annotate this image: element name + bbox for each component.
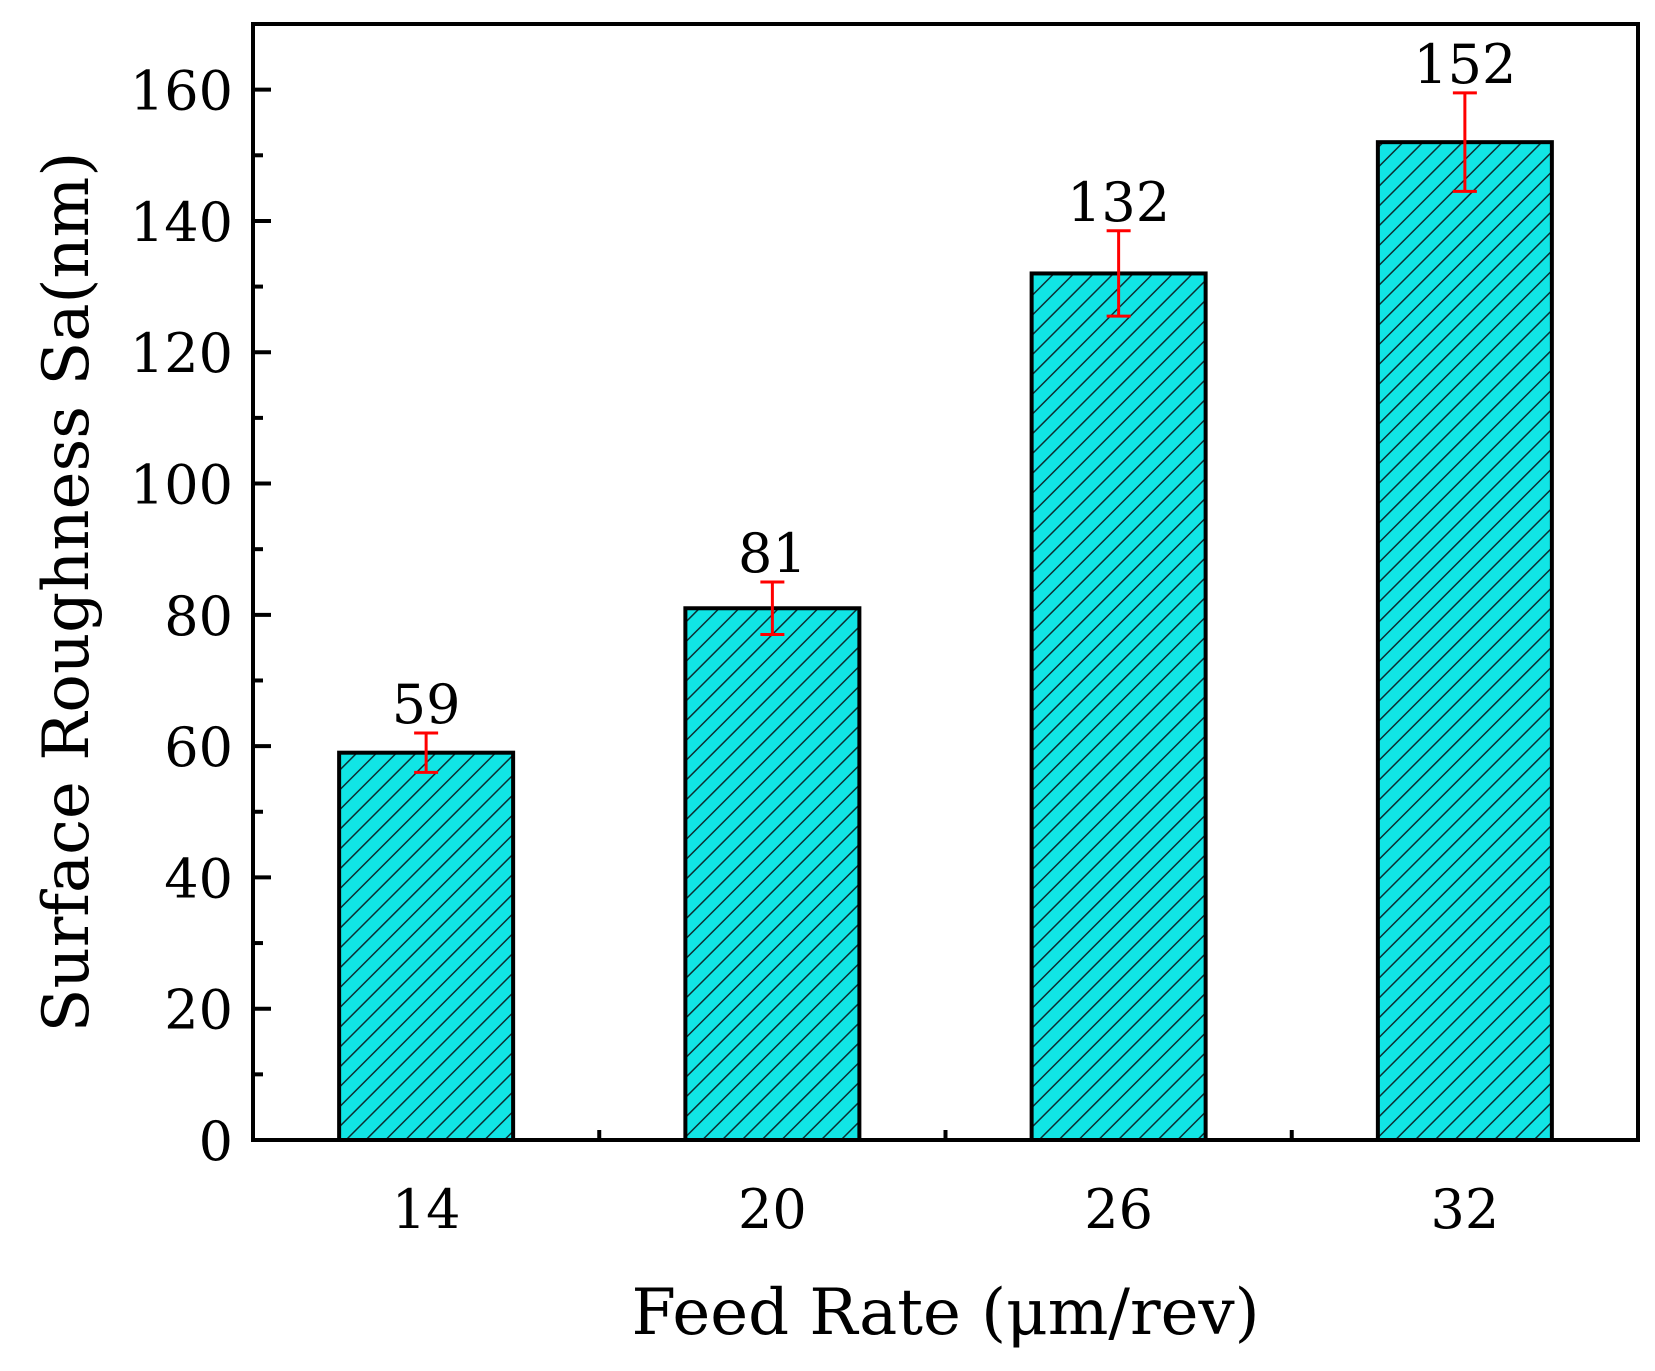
bar [337,750,516,1143]
y-axis-ticks: 0 20 40 60 80 100 120 140 160 [130,60,271,1173]
data-label: 152 [1413,33,1516,96]
x-axis-ticks: 14 20 26 32 [392,1122,1499,1241]
y-tick-label: 20 [164,979,233,1042]
data-labels-group: 59 81 132 152 [392,33,1517,736]
data-label: 132 [1067,171,1170,234]
x-tick-label: 14 [392,1178,461,1241]
x-axis-title: Feed Rate (μm/rev) [631,1276,1259,1350]
bar [1375,140,1554,1142]
data-label: 81 [738,522,807,585]
y-tick-label: 160 [130,60,233,123]
y-tick-label: 100 [130,454,233,517]
x-tick-label: 32 [1431,1178,1500,1241]
bar [1029,271,1208,1143]
y-tick-label: 40 [164,847,233,910]
y-tick-label: 80 [164,585,233,648]
bars-group [337,140,1554,1143]
y-tick-label: 0 [199,1110,233,1173]
x-tick-label: 20 [738,1178,807,1241]
x-tick-label: 26 [1084,1178,1153,1241]
y-axis-title: Surface Roughness Sa(nm) [30,152,104,1033]
bar [683,606,862,1142]
error-bars-group [414,91,1477,774]
data-label: 59 [392,673,461,736]
y-tick-label: 60 [164,716,233,779]
y-tick-label: 120 [130,322,233,385]
y-tick-label: 140 [130,191,233,254]
